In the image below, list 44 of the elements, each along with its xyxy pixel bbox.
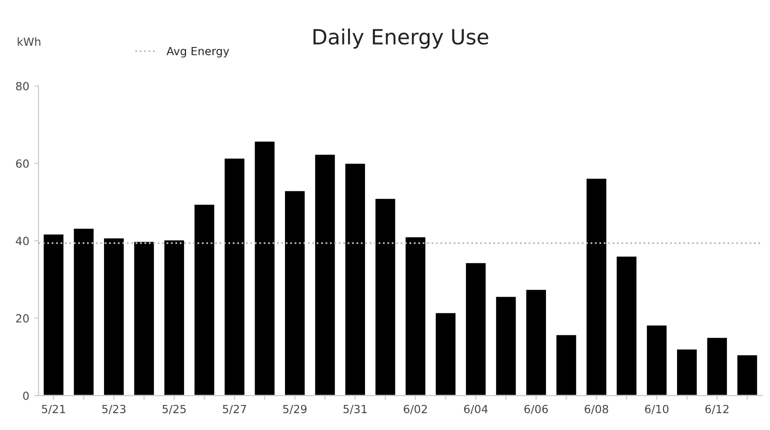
bar (434, 312, 457, 396)
bar (524, 288, 548, 396)
bar (42, 233, 65, 396)
x-tick-label: 5/25 (162, 404, 186, 414)
bar (132, 240, 156, 396)
y-tick-label: 20 (16, 314, 29, 323)
bar (253, 140, 276, 396)
bar (645, 324, 668, 396)
y-tick-label: 40 (16, 236, 29, 246)
bar (314, 153, 336, 396)
bar (193, 203, 216, 396)
x-tick-label: 6/10 (645, 404, 668, 414)
x-tick-label: 6/12 (705, 404, 728, 414)
y-axis-title: kWh (18, 37, 40, 46)
x-tick-label: 6/04 (464, 404, 488, 414)
bar (615, 255, 638, 396)
legend-label: Avg Energy (166, 47, 230, 58)
x-tick-label: 6/02 (404, 404, 427, 414)
x-tick-label: 5/21 (42, 404, 66, 414)
bar (585, 177, 608, 396)
bar (676, 348, 698, 396)
y-tick-label: 0 (23, 392, 29, 400)
x-tick-label: 5/29 (283, 404, 307, 414)
chart-title: Daily Energy Use (314, 28, 488, 49)
bar (706, 336, 728, 396)
bar (72, 227, 95, 396)
x-tick-label: 5/31 (344, 404, 367, 414)
x-tick-label: 6/08 (584, 404, 608, 414)
bar (736, 354, 758, 396)
bar (284, 190, 306, 396)
bar (102, 237, 126, 396)
x-tick-label: 5/27 (222, 404, 246, 414)
x-tick-label: 6/06 (524, 404, 548, 414)
bar (223, 157, 246, 396)
x-tick-label: 5/23 (102, 404, 126, 414)
y-tick-label: 80 (16, 82, 29, 90)
y-tick-label: 60 (16, 159, 29, 168)
bar (494, 295, 518, 396)
bar (464, 262, 488, 396)
bar (344, 162, 366, 396)
bar (374, 198, 397, 396)
bar (555, 334, 578, 396)
bar (404, 236, 427, 396)
bar (162, 238, 186, 396)
